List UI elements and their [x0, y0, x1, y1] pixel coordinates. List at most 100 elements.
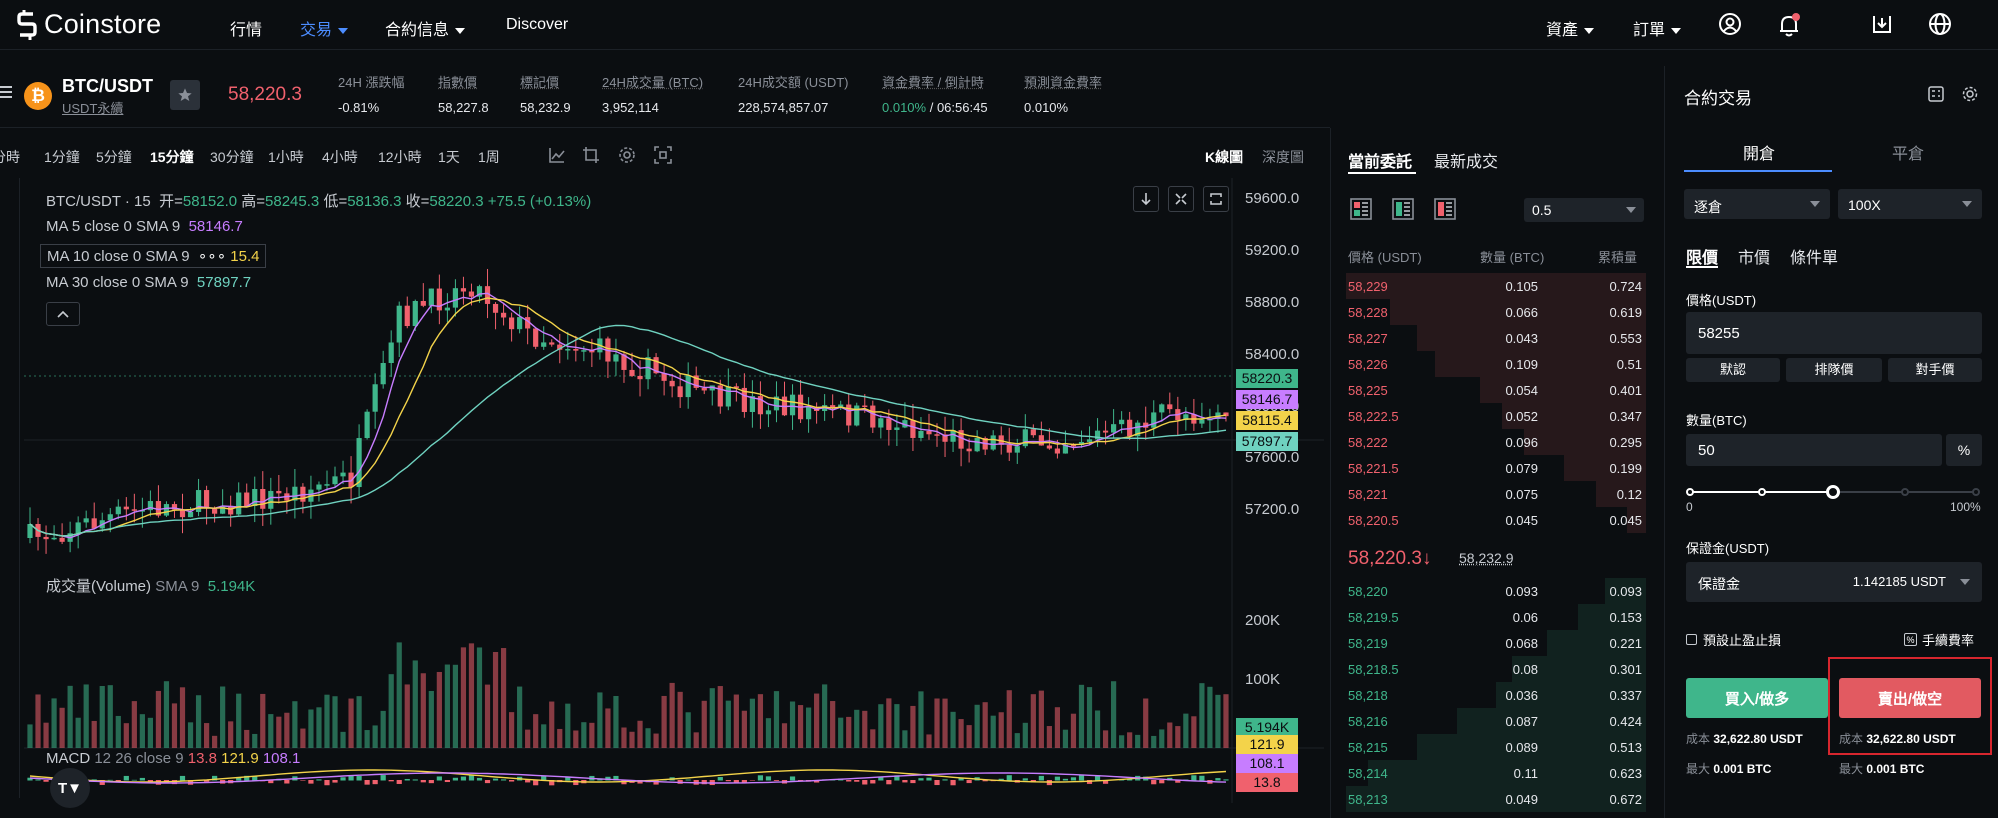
bid-row[interactable]: 58,215 0.089 0.513	[1346, 734, 1646, 760]
interval-0[interactable]: 分時	[0, 149, 20, 165]
counter-price-button[interactable]: 對手價	[1888, 358, 1982, 382]
interval-7[interactable]: 12小時	[378, 149, 422, 165]
interval-4[interactable]: 30分鐘	[210, 149, 254, 165]
tab-latest-trades[interactable]: 最新成交	[1434, 154, 1499, 171]
ask-row[interactable]: 58,222.5 0.052 0.347	[1346, 403, 1646, 429]
sell-short-button[interactable]: 賣出/做空	[1839, 678, 1981, 718]
tradingview-logo-icon[interactable]: T▼	[50, 768, 90, 808]
book-bids-view-icon[interactable]	[1392, 198, 1414, 220]
ask-row[interactable]: 58,221 0.075 0.12	[1346, 481, 1646, 507]
book-both-view-icon[interactable]	[1350, 198, 1372, 220]
calculator-icon[interactable]	[1928, 86, 1944, 102]
ask-row[interactable]: 58,220.5 0.045 0.045	[1346, 507, 1646, 533]
bid-row[interactable]: 58,218.5 0.08 0.301	[1346, 656, 1646, 682]
ask-row[interactable]: 58,221.5 0.079 0.199	[1346, 455, 1646, 481]
ask-total: 0.347	[1609, 409, 1642, 424]
favorite-star-icon[interactable]	[170, 80, 200, 110]
download-icon[interactable]	[1870, 12, 1894, 36]
bid-row[interactable]: 58,214 0.11 0.623	[1346, 760, 1646, 786]
candle-body	[653, 357, 659, 374]
slider-stop[interactable]	[1900, 488, 1909, 496]
ask-row[interactable]: 58,226 0.109 0.51	[1346, 351, 1646, 377]
bid-row[interactable]: 58,216 0.087 0.424	[1346, 708, 1646, 734]
ma10-legend[interactable]: MA 10 close 0 SMA 9 ∘∘∘ 15.4	[40, 244, 267, 268]
nav-trade[interactable]: 交易	[300, 16, 349, 40]
candlestick-chart[interactable]	[24, 178, 1324, 803]
buy-long-button[interactable]: 買入/做多	[1686, 678, 1828, 718]
macd-bar	[484, 780, 491, 784]
tab-conditional-order[interactable]: 條件單	[1790, 250, 1839, 267]
interval-5[interactable]: 1小時	[268, 149, 304, 165]
line-tool-icon[interactable]	[548, 146, 566, 164]
tab-market-order[interactable]: 市價	[1738, 250, 1771, 267]
bid-row[interactable]: 58,219 0.068 0.221	[1346, 630, 1646, 656]
margin-input[interactable]: 保證金 1.142185 USDT	[1686, 562, 1982, 602]
macd-bar	[107, 779, 113, 781]
book-asks-view-icon[interactable]	[1434, 198, 1456, 220]
globe-icon[interactable]	[1928, 12, 1952, 36]
menu-icon[interactable]	[0, 84, 16, 100]
slider-stop[interactable]	[1757, 488, 1766, 496]
nav-contract-info[interactable]: 合約信息	[385, 16, 466, 40]
tab-open-position[interactable]: 開倉	[1743, 146, 1776, 163]
qty-input[interactable]: 50	[1686, 434, 1942, 466]
sell-button-label: 賣出/做空	[1877, 690, 1943, 708]
coinstore-logo[interactable]: Coinstore	[16, 9, 161, 40]
tab-close-position[interactable]: 平倉	[1892, 146, 1925, 163]
user-icon[interactable]	[1718, 12, 1742, 36]
tab-depth[interactable]: 深度圖	[1262, 149, 1304, 165]
fullscreen-icon[interactable]	[1168, 186, 1194, 212]
nav-orders[interactable]: 訂單	[1633, 16, 1682, 40]
queue-price-button[interactable]: 排隊價	[1786, 358, 1882, 382]
tab-current-orders[interactable]: 當前委託	[1348, 154, 1413, 171]
bid-row[interactable]: 58,213 0.049 0.672	[1346, 786, 1646, 812]
interval-8[interactable]: 1天	[438, 149, 460, 165]
bid-row[interactable]: 58,220 0.093 0.093	[1346, 578, 1646, 604]
interval-2[interactable]: 5分鐘	[96, 149, 132, 165]
crop-icon[interactable]	[582, 146, 600, 164]
nav-assets[interactable]: 資產	[1546, 16, 1595, 40]
leverage-select[interactable]: 100X	[1838, 189, 1982, 219]
qty-slider[interactable]	[1686, 484, 1980, 500]
ma5-legend[interactable]: MA 5 close 0 SMA 9 58146.7	[46, 218, 243, 235]
collapse-legend-button[interactable]	[46, 302, 80, 326]
tpsl-checkbox[interactable]: 預設止盈止損	[1686, 630, 1781, 649]
fee-rate-link[interactable]: % 手續費率	[1904, 630, 1974, 649]
pair-name[interactable]: BTC/USDT	[62, 76, 153, 96]
candle-body	[733, 386, 739, 388]
bid-row[interactable]: 58,218 0.036 0.337	[1346, 682, 1646, 708]
screenshot-icon[interactable]	[654, 146, 672, 164]
ask-row[interactable]: 58,227 0.043 0.553	[1346, 325, 1646, 351]
margin-mode-select[interactable]: 逐倉	[1684, 189, 1830, 219]
bid-row[interactable]: 58,219.5 0.06 0.153	[1346, 604, 1646, 630]
ask-row[interactable]: 58,222 0.096 0.295	[1346, 429, 1646, 455]
arrow-down-icon[interactable]	[1133, 186, 1159, 212]
slider-stop[interactable]	[1686, 488, 1694, 496]
nav-markets[interactable]: 行情	[230, 22, 263, 39]
slider-handle[interactable]	[1826, 485, 1840, 499]
settings-icon[interactable]	[618, 146, 636, 164]
form-settings-icon[interactable]	[1962, 86, 1978, 102]
precision-select[interactable]: 0.5	[1524, 198, 1644, 222]
default-price-button[interactable]: 默認	[1686, 358, 1780, 382]
tab-limit-order[interactable]: 限價	[1686, 250, 1719, 267]
slider-stop[interactable]	[1972, 488, 1980, 496]
bell-icon[interactable]	[1776, 12, 1802, 38]
ask-row[interactable]: 58,228 0.066 0.619	[1346, 299, 1646, 325]
price-input[interactable]: 58255	[1686, 312, 1982, 354]
interval-1[interactable]: 1分鐘	[44, 149, 80, 165]
nav-discover[interactable]: Discover	[506, 16, 569, 33]
margin-value: 1.142185 USDT	[1852, 574, 1946, 589]
ask-row[interactable]: 58,229 0.105 0.724	[1346, 273, 1646, 299]
volume-bar	[517, 686, 523, 748]
ma30-legend[interactable]: MA 30 close 0 SMA 9 57897.7	[46, 274, 251, 291]
ask-row[interactable]: 58,225 0.054 0.401	[1346, 377, 1646, 403]
interval-3[interactable]: 15分鐘	[150, 149, 194, 165]
tab-kline[interactable]: K線圖	[1205, 149, 1244, 165]
refresh-icon[interactable]	[1203, 186, 1229, 212]
candle-body	[476, 286, 483, 297]
interval-9[interactable]: 1周	[478, 149, 500, 165]
qty-unit-toggle[interactable]: %	[1946, 434, 1982, 466]
interval-6[interactable]: 4小時	[322, 149, 358, 165]
more-icon[interactable]: ∘∘∘	[197, 248, 227, 265]
